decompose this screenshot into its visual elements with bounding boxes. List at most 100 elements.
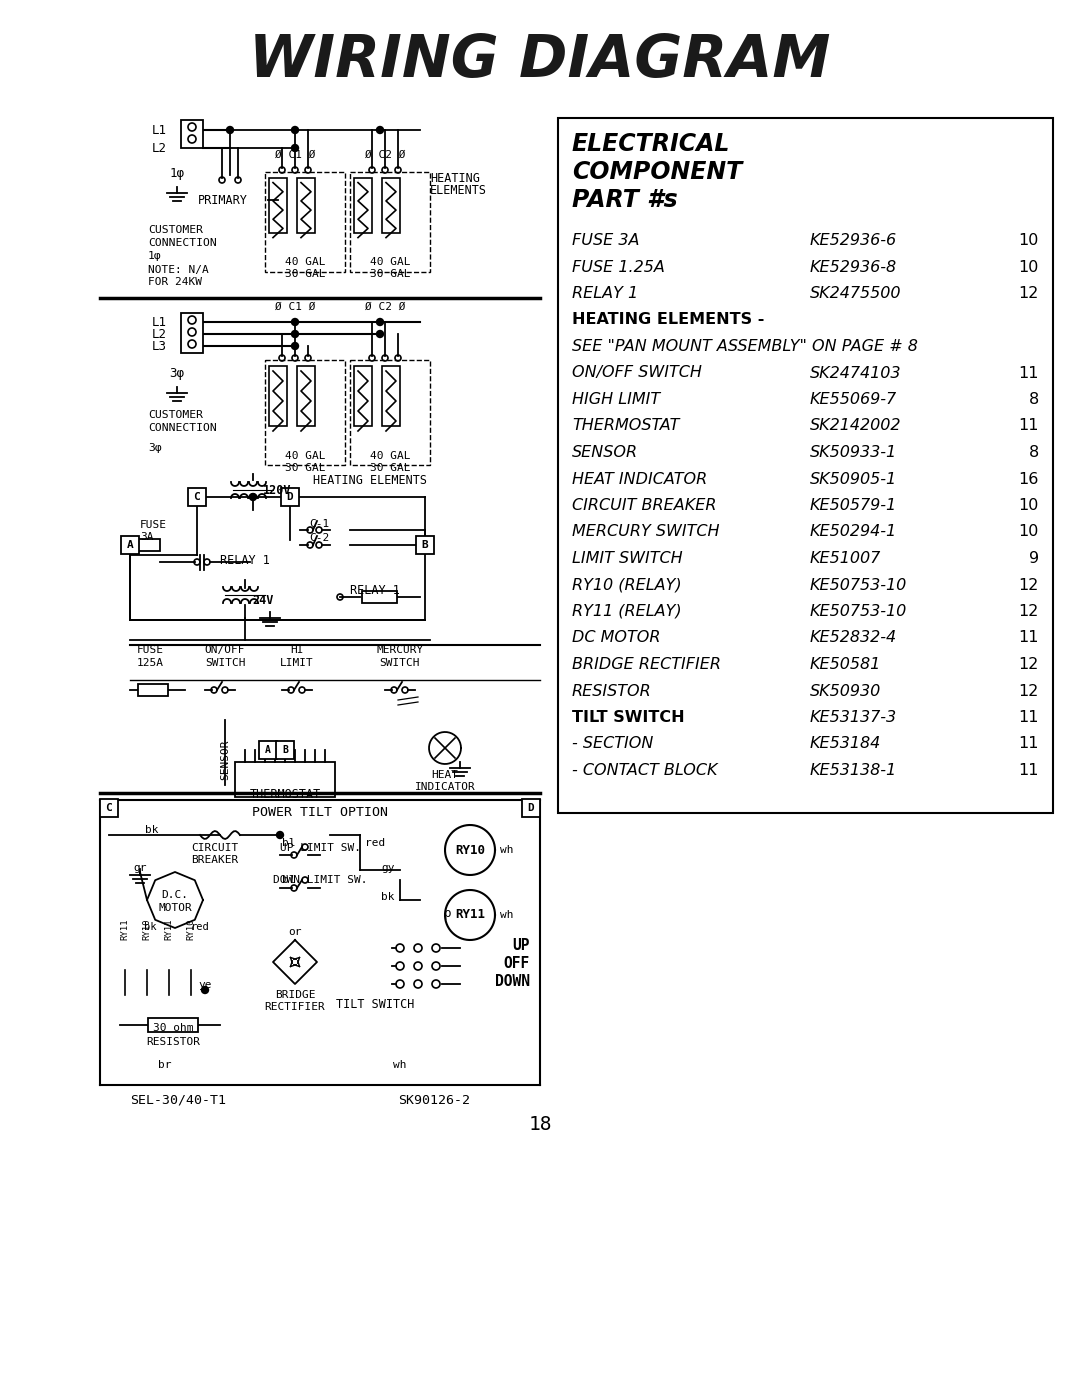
- Bar: [297, 177, 315, 233]
- Bar: [148, 1018, 198, 1032]
- Text: - CONTACT BLOCK: - CONTACT BLOCK: [572, 763, 717, 778]
- Text: 11: 11: [1018, 710, 1039, 725]
- Text: 16: 16: [1018, 472, 1039, 486]
- Text: SEE "PAN MOUNT ASSEMBLY" ON PAGE # 8: SEE "PAN MOUNT ASSEMBLY" ON PAGE # 8: [572, 339, 918, 353]
- Text: 1φ: 1φ: [170, 166, 185, 179]
- Text: 125A: 125A: [136, 658, 163, 668]
- Text: C-2: C-2: [310, 534, 330, 543]
- Circle shape: [292, 342, 298, 349]
- Text: Ø C2 Ø: Ø C2 Ø: [365, 302, 405, 312]
- Text: 3φ: 3φ: [148, 443, 162, 453]
- Circle shape: [292, 144, 298, 151]
- Text: A: A: [265, 745, 271, 754]
- Text: HEATING: HEATING: [430, 172, 480, 184]
- Text: SK50933-1: SK50933-1: [810, 446, 897, 460]
- Text: 11: 11: [1018, 763, 1039, 778]
- Text: br: br: [159, 1060, 172, 1070]
- Text: L1: L1: [152, 316, 167, 328]
- Text: B: B: [282, 745, 288, 754]
- Text: 120V: 120V: [264, 483, 292, 496]
- Text: SENSOR: SENSOR: [572, 446, 638, 460]
- Text: FOR 24KW: FOR 24KW: [148, 277, 202, 286]
- Text: 30 GAL: 30 GAL: [369, 270, 410, 279]
- Text: 30 GAL: 30 GAL: [285, 270, 325, 279]
- Text: HI: HI: [291, 645, 303, 655]
- Text: ρ: ρ: [444, 907, 451, 919]
- Bar: [558, 117, 1053, 813]
- Text: KE52936-8: KE52936-8: [810, 260, 897, 274]
- Bar: [350, 360, 430, 465]
- Text: SK90126-2: SK90126-2: [399, 1094, 470, 1106]
- Text: SK2474103: SK2474103: [810, 366, 902, 380]
- Text: CIRCUIT BREAKER: CIRCUIT BREAKER: [572, 497, 716, 513]
- Text: 30 GAL: 30 GAL: [369, 462, 410, 474]
- Text: BREAKER: BREAKER: [191, 855, 239, 865]
- Text: 9: 9: [1029, 550, 1039, 566]
- Text: FUSE 3A: FUSE 3A: [572, 233, 639, 249]
- Text: bk: bk: [145, 826, 159, 835]
- Text: 12: 12: [1018, 657, 1039, 672]
- Bar: [354, 177, 372, 233]
- Text: PRIMARY: PRIMARY: [198, 194, 248, 207]
- Text: KE53184: KE53184: [810, 736, 881, 752]
- Bar: [276, 740, 294, 759]
- Text: UP: UP: [513, 937, 530, 953]
- Text: COMPONENT: COMPONENT: [572, 161, 742, 184]
- Text: KE52832-4: KE52832-4: [810, 630, 897, 645]
- Text: ON/OFF: ON/OFF: [205, 645, 245, 655]
- Text: LIMIT: LIMIT: [280, 658, 314, 668]
- Text: HEAT INDICATOR: HEAT INDICATOR: [572, 472, 707, 486]
- Bar: [354, 366, 372, 426]
- Text: RESISTOR: RESISTOR: [146, 1037, 200, 1046]
- Text: 11: 11: [1018, 736, 1039, 752]
- Text: bk: bk: [144, 922, 157, 932]
- Text: RY10 (RELAY): RY10 (RELAY): [572, 577, 681, 592]
- Bar: [188, 488, 206, 506]
- Text: MERCURY: MERCURY: [376, 645, 423, 655]
- Text: bk: bk: [381, 893, 395, 902]
- Text: KE50294-1: KE50294-1: [810, 524, 897, 539]
- Text: 12: 12: [1018, 577, 1039, 592]
- Text: SK50905-1: SK50905-1: [810, 472, 897, 486]
- Bar: [269, 366, 287, 426]
- Text: 8: 8: [1029, 446, 1039, 460]
- Text: KE53137-3: KE53137-3: [810, 710, 897, 725]
- Text: HEATING ELEMENTS: HEATING ELEMENTS: [313, 475, 427, 488]
- Text: 40 GAL: 40 GAL: [285, 257, 325, 267]
- Text: RY10: RY10: [455, 844, 485, 856]
- Polygon shape: [147, 872, 203, 928]
- Text: RESISTOR: RESISTOR: [572, 683, 651, 698]
- Text: 3A: 3A: [140, 532, 153, 542]
- Text: LIMIT SWITCH: LIMIT SWITCH: [572, 550, 683, 566]
- Bar: [416, 536, 434, 555]
- Text: TILT SWITCH: TILT SWITCH: [572, 710, 685, 725]
- Text: 1φ: 1φ: [148, 251, 162, 261]
- Bar: [269, 177, 287, 233]
- Text: HEATING ELEMENTS -: HEATING ELEMENTS -: [572, 313, 765, 327]
- Text: SENSOR: SENSOR: [220, 740, 230, 781]
- Circle shape: [292, 319, 298, 326]
- Circle shape: [292, 331, 298, 338]
- Text: FUSE: FUSE: [140, 520, 167, 529]
- Bar: [522, 799, 540, 817]
- Circle shape: [377, 127, 383, 134]
- Bar: [181, 120, 203, 148]
- Text: D.C.: D.C.: [162, 890, 189, 900]
- Text: 10: 10: [1018, 233, 1039, 249]
- Text: KE50753-10: KE50753-10: [810, 577, 907, 592]
- Text: OFF: OFF: [503, 956, 530, 971]
- Text: 10: 10: [1018, 524, 1039, 539]
- Text: 40 GAL: 40 GAL: [369, 257, 410, 267]
- Bar: [265, 360, 345, 465]
- Text: red: red: [191, 922, 210, 932]
- Text: 10: 10: [1018, 497, 1039, 513]
- Text: THERMOSTAT: THERMOSTAT: [572, 419, 679, 433]
- Text: 3φ: 3φ: [170, 366, 185, 380]
- Text: DC MOTOR: DC MOTOR: [572, 630, 661, 645]
- Text: CONNECTION: CONNECTION: [148, 423, 217, 433]
- Text: 12: 12: [1018, 683, 1039, 698]
- Text: KE50579-1: KE50579-1: [810, 497, 897, 513]
- Bar: [138, 685, 168, 696]
- Text: PART #s: PART #s: [572, 189, 678, 212]
- Text: RECTIFIER: RECTIFIER: [265, 1002, 325, 1011]
